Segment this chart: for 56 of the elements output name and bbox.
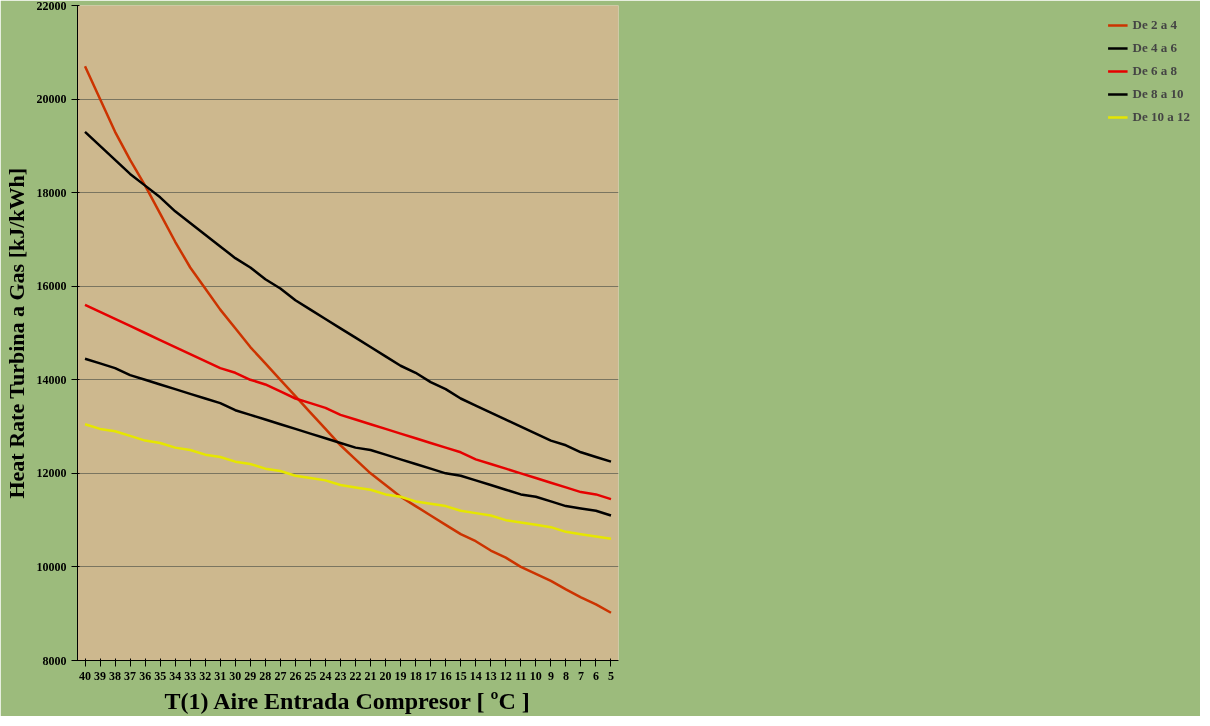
y-tick-label: 18000 [36, 185, 67, 200]
x-tick-label: 31 [214, 668, 227, 683]
x-tick-label: 13 [484, 668, 497, 683]
y-tick-label: 10000 [36, 559, 67, 574]
legend-label: De 4 a 6 [1132, 40, 1177, 56]
x-tick-label: 17 [424, 668, 437, 683]
legend-label: De 2 a 4 [1132, 17, 1177, 33]
x-tick-label: 5 [607, 668, 614, 683]
line-series [83, 357, 613, 517]
y-tick-label: 20000 [36, 92, 67, 107]
x-tick-label: 35 [154, 668, 167, 683]
x-tick-label: 21 [364, 668, 377, 683]
line-series [83, 422, 613, 541]
x-tick-label: 40 [79, 668, 92, 683]
x-tick-label: 19 [394, 668, 407, 683]
x-tick-label: 25 [304, 668, 317, 683]
x-tick-label: 30 [229, 668, 242, 683]
x-tick-label: 32 [199, 668, 212, 683]
x-tick-label: 26 [289, 668, 302, 683]
x-tick-label: 29 [244, 668, 257, 683]
y-tick-label: 12000 [36, 466, 67, 481]
y-tick-label: 16000 [36, 279, 67, 294]
y-tick-label: 8000 [42, 653, 67, 668]
line-series [83, 65, 613, 615]
x-tick-label: 36 [139, 668, 152, 683]
x-tick-label: 9 [547, 668, 554, 683]
line-series [83, 130, 613, 463]
x-tick-label: 22 [349, 668, 362, 683]
x-tick-label: 8 [562, 668, 569, 683]
x-tick-label: 23 [334, 668, 347, 683]
x-tick-label: 33 [184, 668, 197, 683]
line-series [83, 303, 613, 501]
legend-label: De 10 a 12 [1132, 109, 1190, 125]
x-tick-label: 34 [169, 668, 182, 683]
legend-label: De 6 a 8 [1132, 63, 1177, 79]
x-tick-label: 27 [274, 668, 287, 683]
y-tick-label: 14000 [36, 372, 67, 387]
x-tick-label: 20 [379, 668, 392, 683]
x-tick-label: 11 [515, 668, 527, 683]
legend-label: De 8 a 10 [1132, 86, 1184, 102]
x-tick-label: 39 [94, 668, 107, 683]
x-tick-label: 38 [109, 668, 122, 683]
y-axis-title: Heat Rate Turbina a Gas [kJ/kWh] [3, 167, 29, 499]
x-tick-label: 12 [499, 668, 512, 683]
x-tick-label: 16 [439, 668, 452, 683]
x-tick-label: 24 [319, 668, 332, 683]
x-tick-label: 14 [469, 668, 482, 683]
x-axis-title: T(1) Aire Entrada Compresor [ ºC ] [164, 687, 530, 714]
x-tick-label: 15 [454, 668, 467, 683]
y-tick-label: 22000 [36, 0, 67, 13]
x-tick-label: 28 [259, 668, 272, 683]
x-tick-label: 6 [592, 668, 599, 683]
x-tick-label: 18 [409, 668, 422, 683]
x-tick-label: 10 [529, 668, 542, 683]
x-tick-label: 7 [577, 668, 584, 683]
x-tick-label: 37 [124, 668, 137, 683]
